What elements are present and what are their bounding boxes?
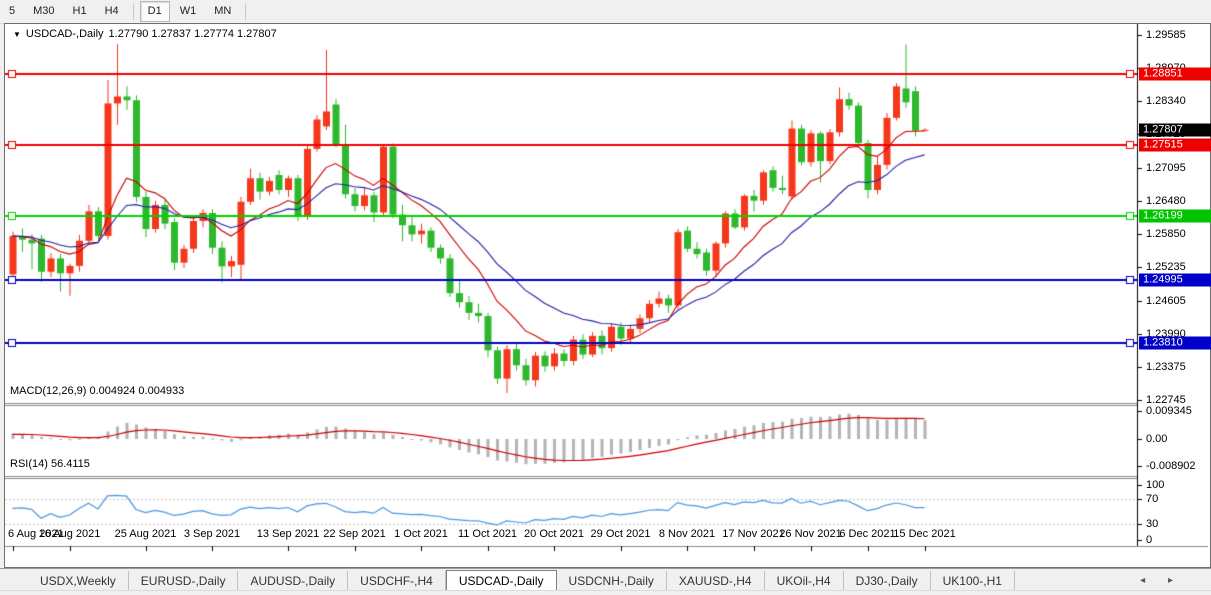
price-tick-label: 1.27095 bbox=[1146, 161, 1186, 174]
chart-window: ▼ USDCAD-,Daily 1.27790 1.27837 1.27774 … bbox=[4, 23, 1211, 568]
price-tag-1_28851: 1.28851 bbox=[1139, 67, 1211, 81]
date-axis-label: 15 Dec 2021 bbox=[893, 528, 956, 540]
rsi-tick-label: 30 bbox=[1146, 518, 1159, 530]
date-axis-label: 8 Nov 2021 bbox=[658, 528, 716, 540]
price-tick-label: 1.23990 bbox=[1146, 327, 1186, 340]
symbol-tab-audusd-[interactable]: AUDUSD-,Daily bbox=[238, 571, 349, 591]
rsi-tick-label: 0 bbox=[1146, 534, 1153, 546]
symbol-tab-usdchf-[interactable]: USDCHF-,H4 bbox=[348, 571, 446, 591]
date-axis-label: 6 Aug 2021 bbox=[8, 528, 64, 540]
status-bar bbox=[0, 590, 1211, 595]
macd-tick-label: 0.009345 bbox=[1146, 404, 1192, 417]
timeframe-button-h1[interactable]: H1 bbox=[72, 5, 87, 17]
price-tick-label: 1.25235 bbox=[1146, 261, 1186, 274]
price-tick-label: 1.24605 bbox=[1146, 294, 1186, 307]
date-axis-label: 20 Oct 2021 bbox=[524, 528, 584, 540]
timeframe-button-m30[interactable]: M30 bbox=[33, 5, 55, 17]
date-axis-label: 29 Oct 2021 bbox=[590, 528, 651, 540]
price-chart-canvas[interactable] bbox=[5, 24, 1208, 565]
timeframe-button-5[interactable]: 5 bbox=[9, 5, 16, 17]
rsi-tick-label: 70 bbox=[1146, 493, 1159, 505]
date-axis-label: 17 Nov 2021 bbox=[722, 528, 785, 540]
price-tag-1_27807: 1.27807 bbox=[1139, 123, 1211, 137]
price-tag-1_26199: 1.26199 bbox=[1139, 209, 1211, 223]
macd-tick-label: 0.00 bbox=[1146, 433, 1168, 445]
timeframe-button-h4[interactable]: H4 bbox=[104, 5, 119, 17]
symbol-tab-usdx[interactable]: USDX,Weekly bbox=[28, 571, 129, 591]
symbol-tab-uk100-[interactable]: UK100-,H1 bbox=[931, 571, 1015, 591]
date-axis-label: 3 Sep 2021 bbox=[183, 528, 241, 540]
date-axis-label: 11 Oct 2021 bbox=[457, 528, 518, 540]
date-axis-label: 1 Oct 2021 bbox=[394, 528, 448, 540]
date-axis-label: 25 Aug 2021 bbox=[114, 528, 177, 540]
price-tag-1_24995: 1.24995 bbox=[1139, 273, 1211, 287]
symbol-tab-ukoil-[interactable]: UKOil-,H4 bbox=[765, 571, 844, 591]
symbol-tab-usdcnh-[interactable]: USDCNH-,Daily bbox=[557, 571, 667, 591]
toolbar-separator bbox=[132, 3, 134, 20]
price-tick-label: 1.25850 bbox=[1146, 228, 1186, 241]
price-tag-1_27515: 1.27515 bbox=[1139, 138, 1211, 152]
symbol-tab-dj30-[interactable]: DJ30-,Daily bbox=[844, 571, 931, 591]
date-axis-label: 22 Sep 2021 bbox=[323, 528, 386, 540]
price-tick-label: 1.22745 bbox=[1146, 394, 1186, 407]
price-tick-label: 1.28340 bbox=[1146, 95, 1186, 108]
toolbar-separator bbox=[245, 3, 247, 20]
price-tag-1_23810: 1.23810 bbox=[1139, 336, 1211, 350]
symbol-tab-usdcad-[interactable]: USDCAD-,Daily bbox=[445, 570, 557, 591]
timeframe-button-w1[interactable]: W1 bbox=[179, 5, 197, 17]
date-axis-label: 26 Nov 2021 bbox=[779, 528, 842, 540]
symbol-tab-eurusd-[interactable]: EURUSD-,Daily bbox=[129, 571, 239, 591]
timeframe-button-mn[interactable]: MN bbox=[214, 5, 232, 17]
date-axis-label: 16 Aug 2021 bbox=[38, 528, 101, 540]
timeframe-toolbar: 5 M30 H1 H4 D1 W1 MN bbox=[0, 0, 1211, 24]
price-tick-label: 1.29585 bbox=[1146, 28, 1186, 41]
symbol-tab-xauusd-[interactable]: XAUUSD-,H4 bbox=[667, 571, 765, 591]
rsi-tick-label: 100 bbox=[1146, 479, 1165, 491]
tab-scroll-arrows[interactable]: ◂ ▸ bbox=[1140, 574, 1183, 586]
price-tick-label: 1.23375 bbox=[1146, 360, 1186, 373]
timeframe-button-d1[interactable]: D1 bbox=[139, 1, 170, 22]
symbol-tab-bar: USDX,Weekly EURUSD-,Daily AUDUSD-,Daily USD… bbox=[0, 568, 1211, 591]
date-axis-label: 6 Dec 2021 bbox=[839, 528, 896, 540]
macd-tick-label: -0.008902 bbox=[1146, 459, 1196, 472]
date-axis-label: 13 Sep 2021 bbox=[256, 528, 320, 540]
price-tick-label: 1.26480 bbox=[1146, 194, 1186, 207]
